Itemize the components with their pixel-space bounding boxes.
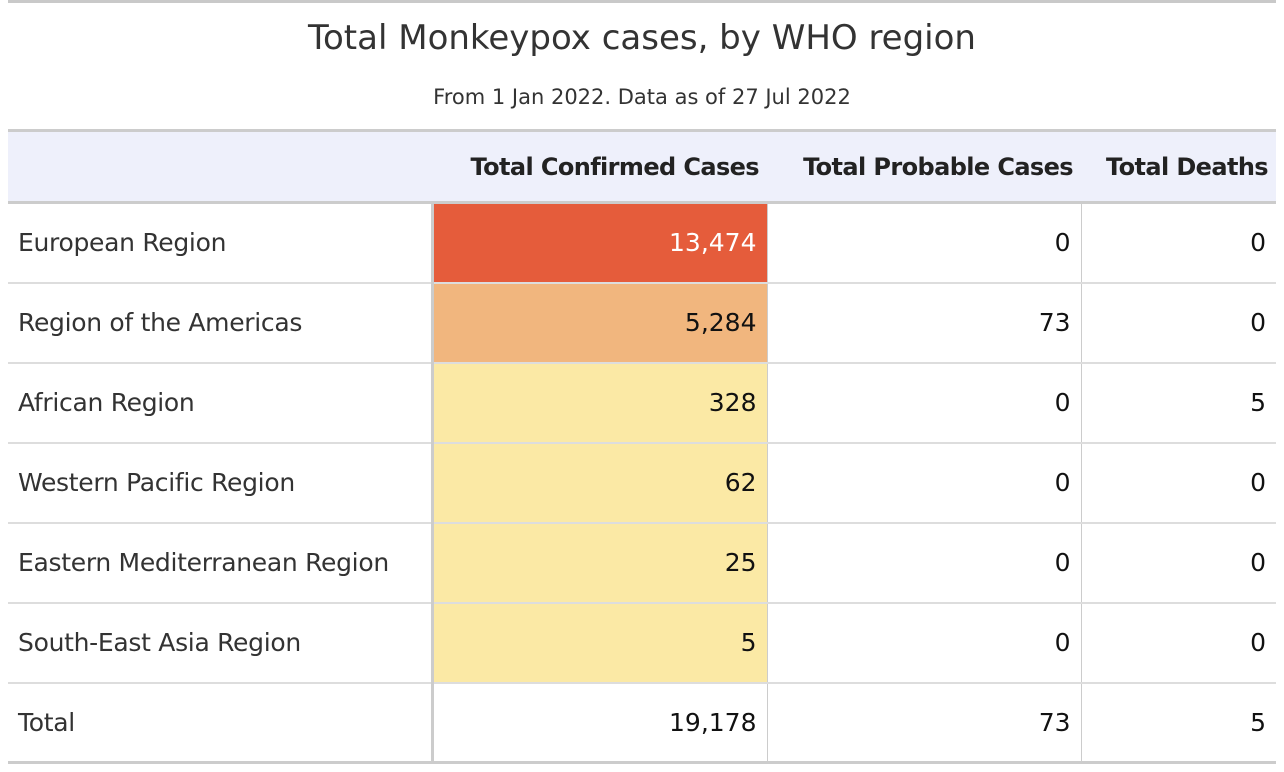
- column-header-confirmed: Total Confirmed Cases: [432, 129, 767, 204]
- table-row: European Region 13,474 0 0: [8, 202, 1276, 284]
- region-name: Western Pacific Region: [8, 442, 434, 524]
- table-body: European Region 13,474 0 0 Region of the…: [8, 202, 1276, 764]
- probable-cases-cell: 73: [767, 282, 1082, 364]
- table-row: Region of the Americas 5,284 73 0: [8, 282, 1276, 364]
- total-label: Total: [8, 682, 434, 764]
- confirmed-cases-cell: 62: [432, 442, 768, 524]
- table-header-row: Total Confirmed Cases Total Probable Cas…: [8, 129, 1276, 204]
- table-row: Eastern Mediterranean Region 25 0 0: [8, 522, 1276, 604]
- deaths-cell: 0: [1081, 202, 1276, 284]
- deaths-cell: 0: [1081, 442, 1276, 524]
- table-row: South-East Asia Region 5 0 0: [8, 602, 1276, 684]
- probable-cases-cell: 0: [767, 602, 1082, 684]
- confirmed-cases-cell: 328: [432, 362, 768, 444]
- deaths-cell: 0: [1081, 522, 1276, 604]
- confirmed-cases-cell: 5: [432, 602, 768, 684]
- total-row: Total 19,178 73 5: [8, 682, 1276, 764]
- region-name: African Region: [8, 362, 434, 444]
- region-name: Region of the Americas: [8, 282, 434, 364]
- deaths-cell: 0: [1081, 602, 1276, 684]
- probable-cases-cell: 0: [767, 362, 1082, 444]
- column-header-deaths: Total Deaths: [1081, 129, 1276, 204]
- confirmed-cases-cell: 25: [432, 522, 768, 604]
- region-name: South-East Asia Region: [8, 602, 434, 684]
- deaths-cell: 5: [1081, 362, 1276, 444]
- total-deaths-cell: 5: [1081, 682, 1276, 764]
- table-row: Western Pacific Region 62 0 0: [8, 442, 1276, 524]
- confirmed-cases-cell: 5,284: [432, 282, 768, 364]
- chart-title: Total Monkeypox cases, by WHO region: [308, 18, 976, 58]
- probable-cases-cell: 0: [767, 202, 1082, 284]
- total-probable-cell: 73: [767, 682, 1082, 764]
- chart-subtitle: From 1 Jan 2022. Data as of 27 Jul 2022: [433, 85, 851, 109]
- column-header-region: [8, 129, 432, 204]
- table-row: African Region 328 0 5: [8, 362, 1276, 444]
- top-rule: [8, 0, 1276, 3]
- total-confirmed-cell: 19,178: [432, 682, 768, 764]
- column-header-probable: Total Probable Cases: [767, 129, 1081, 204]
- region-name: Eastern Mediterranean Region: [8, 522, 434, 604]
- probable-cases-cell: 0: [767, 522, 1082, 604]
- confirmed-cases-cell: 13,474: [432, 202, 768, 284]
- probable-cases-cell: 0: [767, 442, 1082, 524]
- deaths-cell: 0: [1081, 282, 1276, 364]
- cases-table: Total Confirmed Cases Total Probable Cas…: [8, 129, 1276, 764]
- region-name: European Region: [8, 202, 434, 284]
